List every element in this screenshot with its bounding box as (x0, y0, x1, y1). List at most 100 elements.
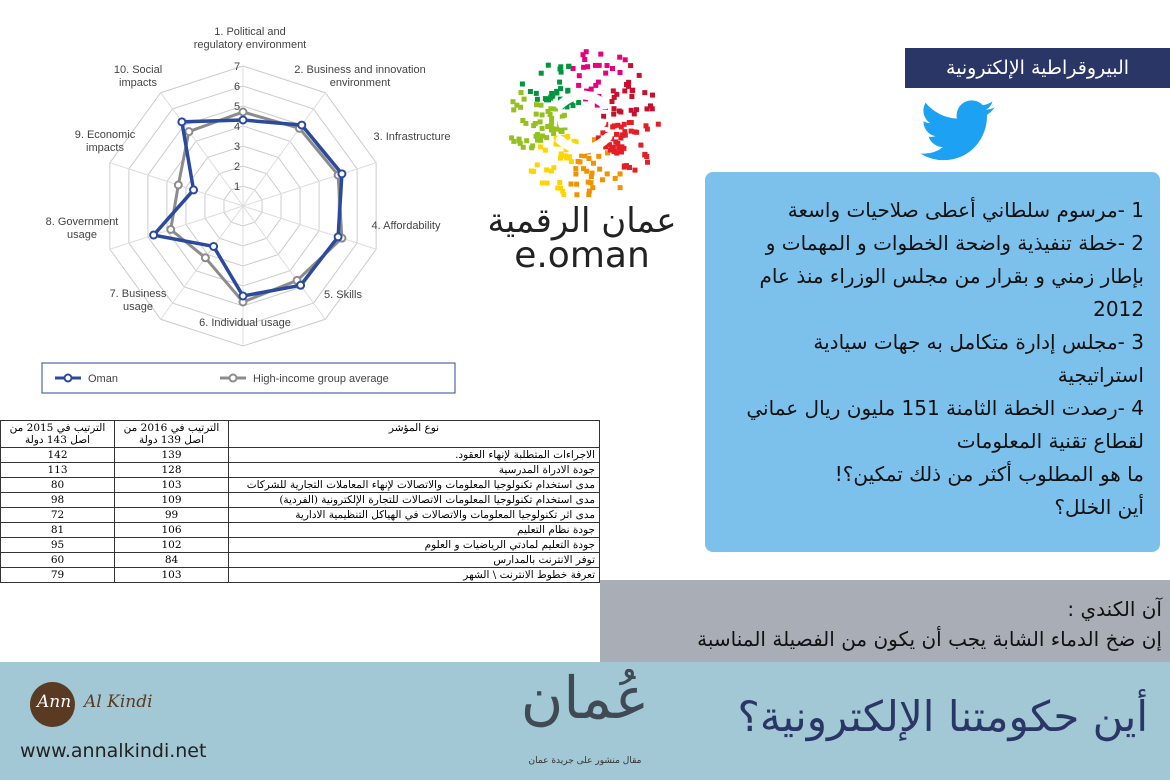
logo-pixel (586, 188, 592, 194)
rank-cell: 128 (114, 462, 229, 478)
logo-pixel (538, 137, 544, 143)
tweet-line: استراتيجية (1057, 363, 1144, 387)
logo-pixel (509, 135, 515, 141)
axis-label: impacts (119, 77, 157, 89)
indicator-cell: مدى اثر تكنولوجيا المعلومات والاتصالات ف… (228, 507, 600, 523)
indicator-cell: الاجراءات المتطلبة لإنهاء العقود. (228, 447, 600, 463)
logo-pixel (534, 96, 540, 102)
logo-pixel (614, 131, 619, 137)
logo-pixel (621, 163, 627, 169)
rank-cell: 81 (0, 522, 115, 538)
tick-label: 4 (234, 121, 240, 133)
logo-pixel (607, 147, 613, 153)
tick-label: 7 (234, 61, 240, 73)
logo-pixel (575, 158, 581, 164)
logo-pixel (554, 88, 560, 94)
logo-pixel (534, 102, 539, 108)
logo-pixel (557, 180, 563, 185)
logo-pixel (570, 66, 576, 71)
axis-label: 3. Infrastructure (373, 131, 450, 143)
logo-pixel (561, 192, 567, 197)
tick-label: 5 (234, 101, 240, 113)
axis-label: usage (67, 229, 97, 241)
series-point (166, 224, 176, 234)
logo-pixel (565, 87, 571, 93)
logo-pixel (592, 137, 597, 143)
logo-pixel (619, 132, 625, 138)
logo-pixel (621, 145, 627, 151)
logo-pixel (629, 94, 635, 99)
series-point (238, 107, 248, 117)
logo-pixel (511, 107, 517, 113)
logo-pixel (567, 154, 572, 160)
website-url: www.annalkindi.net (20, 740, 207, 762)
logo-pixel (601, 113, 607, 119)
tweet-line: أين الخلل؟ (1054, 495, 1144, 519)
logo-pixel (549, 120, 555, 126)
series-point (238, 115, 248, 125)
logo-pixel (585, 64, 591, 70)
logo-pixel (609, 99, 615, 104)
brand-first: Ann (37, 692, 72, 712)
logo-pixel (550, 93, 556, 99)
logo-pixel (628, 128, 634, 134)
logo-pixel (549, 127, 554, 133)
logo-pixel (538, 70, 544, 76)
logo-pixel (533, 90, 539, 96)
series-point (149, 230, 159, 240)
footer: Ann Al Kindi www.annalkindi.net عُمان مق… (0, 662, 1170, 780)
rank-cell: 95 (0, 537, 115, 553)
logo-pixel (558, 128, 564, 134)
logo-pixel (631, 111, 637, 117)
logo-pixel (628, 63, 634, 69)
series-point (333, 232, 343, 242)
logo-pixel (573, 166, 579, 172)
tweet-line: لقطاع تقنية المعلومات (956, 429, 1144, 453)
table-row: تعرفة خطوط الانترنت \ الشهر 103 79 (0, 567, 600, 583)
indicator-cell: جودة التعليم لمادتي الرياضيات و العلوم (228, 537, 600, 553)
logo-pixel (645, 159, 650, 165)
logo-pixel (649, 106, 655, 112)
tweet-line: ما هو المطلوب أكثر من ذلك تمكين؟! (834, 462, 1144, 486)
logo-pixel (621, 121, 627, 127)
logo-pixel (600, 177, 605, 183)
rank-cell: 84 (114, 552, 229, 568)
rank-cell: 80 (0, 477, 115, 493)
logo-pixel (624, 82, 629, 87)
indicator-cell: توفر الانترنت بالمدارس (228, 552, 600, 568)
logo-mark (555, 90, 613, 154)
axis-label: regulatory environment (194, 39, 307, 51)
rank-cell: 113 (0, 462, 115, 478)
tick-label: 3 (234, 141, 240, 153)
tweet-line: بإطار زمني و بقرار من مجلس الوزراء منذ ع… (759, 264, 1144, 288)
spoke (109, 205, 244, 250)
series-point (200, 253, 210, 263)
logo-pixel (520, 144, 526, 150)
logo-pixel (596, 153, 602, 159)
logo-pixel (604, 171, 610, 177)
series-point (337, 169, 347, 179)
logo-pixel (519, 81, 525, 87)
rank-cell: 79 (0, 567, 115, 583)
logo-pixel (521, 96, 527, 102)
logo-pixel (510, 99, 516, 105)
logo-pixel (590, 185, 596, 191)
logo-pixel (558, 69, 564, 75)
logo-pixel (576, 82, 582, 88)
logo-pixel (579, 152, 585, 158)
logo-pixel (570, 103, 576, 109)
header-cell: الترتيب في 2015 من اصل 143 دولة (0, 420, 115, 448)
logo-pixel (538, 102, 544, 108)
axis-label: 8. Government (46, 216, 119, 228)
tweet-line: 1 -مرسوم سلطاني أعطى صلاحيات واسعة (787, 198, 1144, 222)
logo-pixel (565, 133, 571, 139)
rank-cell: 103 (114, 477, 229, 493)
logo-pixel (622, 57, 628, 63)
logo-pixel (617, 147, 623, 153)
logo-pixel (558, 155, 563, 161)
logo-pixel (632, 167, 638, 173)
logo-pixel (554, 126, 560, 132)
logo-pixel (529, 145, 535, 151)
series-point (296, 280, 306, 290)
logo-pixel (545, 124, 551, 129)
